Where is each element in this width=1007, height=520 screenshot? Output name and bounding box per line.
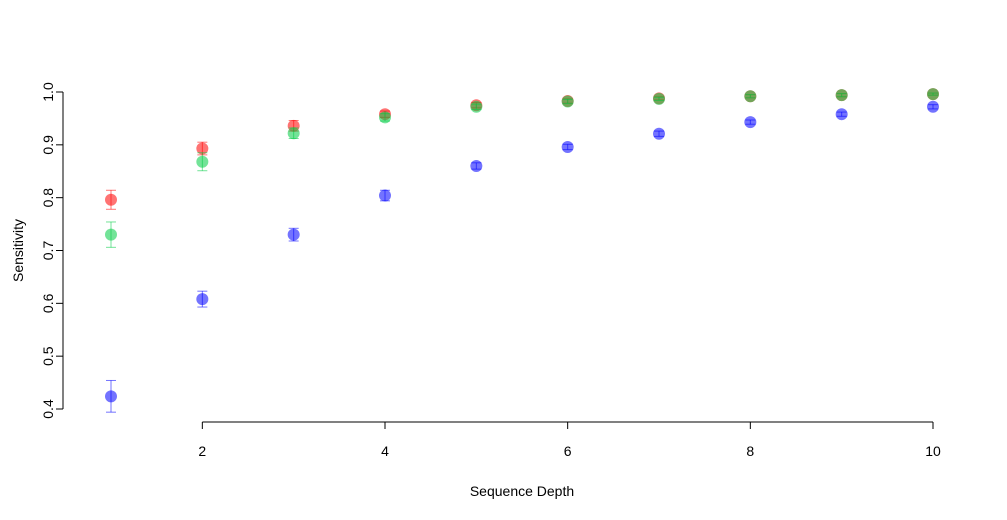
series-1 xyxy=(105,88,939,210)
data-point xyxy=(379,189,391,202)
data-point xyxy=(653,92,665,105)
data-point xyxy=(470,159,483,172)
y-tick-label: 0.8 xyxy=(40,188,56,208)
data-marks xyxy=(105,88,939,413)
y-tick-label: 0.4 xyxy=(40,399,56,419)
data-point xyxy=(196,142,209,155)
x-tick-label: 10 xyxy=(925,443,941,459)
series-3 xyxy=(105,100,939,413)
y-tick-label: 0.5 xyxy=(40,346,56,366)
data-point xyxy=(196,293,209,306)
x-axis-title: Sequence Depth xyxy=(470,483,574,499)
x-axis: 2 4 6 8 10 xyxy=(198,421,941,459)
data-point xyxy=(287,127,300,140)
data-point xyxy=(470,100,483,113)
data-point xyxy=(744,116,757,129)
y-tick-label: 0.6 xyxy=(40,293,56,313)
x-tick-label: 8 xyxy=(746,443,754,459)
data-point xyxy=(561,95,574,108)
x-tick-label: 4 xyxy=(381,443,389,459)
x-tick-label: 2 xyxy=(198,443,206,459)
data-point xyxy=(105,193,117,206)
y-tick-label: 0.7 xyxy=(40,241,56,261)
data-point xyxy=(105,228,117,241)
x-tick-label: 6 xyxy=(564,443,572,459)
data-point xyxy=(379,111,391,124)
series-2 xyxy=(105,88,939,248)
data-point xyxy=(196,155,209,168)
data-point xyxy=(927,100,939,113)
data-point xyxy=(835,108,848,121)
data-point xyxy=(835,89,848,102)
y-axis-title: Sensitivity xyxy=(10,219,26,282)
y-axis: 0.4 0.5 0.6 0.7 0.8 0.9 1.0 xyxy=(40,82,64,419)
data-point xyxy=(287,228,300,241)
data-point xyxy=(744,90,757,103)
data-point xyxy=(927,88,939,101)
data-point xyxy=(561,140,574,153)
data-point xyxy=(105,390,117,403)
y-tick-label: 0.9 xyxy=(40,135,56,155)
data-point xyxy=(653,127,665,140)
y-tick-label: 1.0 xyxy=(40,82,56,102)
